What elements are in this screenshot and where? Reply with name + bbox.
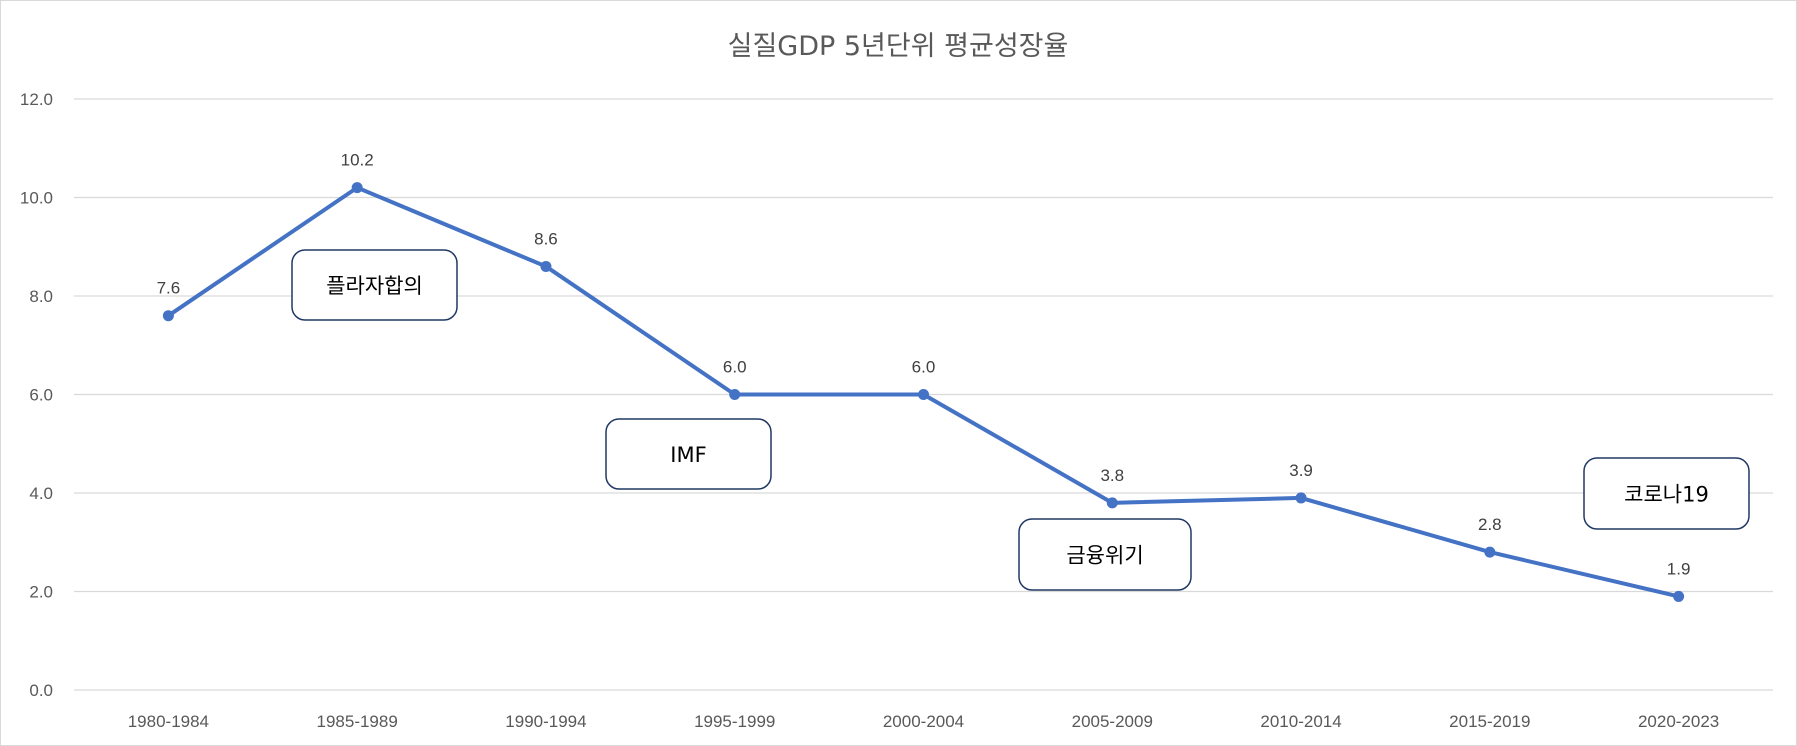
data-labels: 7.6 10.2 8.6 6.0 6.0 3.8 3.9 2.8 1.9 xyxy=(157,151,1691,579)
y-tick-label: 8.0 xyxy=(29,287,53,306)
x-tick-label: 1990-1994 xyxy=(505,712,586,731)
data-point xyxy=(1295,492,1307,504)
data-point xyxy=(1484,546,1496,558)
chart-title: 실질GDP 5년단위 평균성장율 xyxy=(728,31,1069,62)
annotation-box xyxy=(1018,518,1192,591)
annotation-label: 코로나19 xyxy=(1624,483,1709,507)
annotations: 플라자합의 IMF 금융위기 코로나19 xyxy=(291,249,1750,591)
data-label: 2.8 xyxy=(1478,515,1502,534)
y-axis-ticks: 0.0 2.0 4.0 6.0 8.0 10.0 12.0 xyxy=(20,90,53,700)
x-tick-label: 2020-2023 xyxy=(1638,712,1719,731)
data-point xyxy=(351,182,363,194)
data-point xyxy=(1673,590,1685,602)
annotation-callout: 플라자합의 xyxy=(291,249,458,321)
x-tick-label: 2015-2019 xyxy=(1449,712,1530,731)
x-tick-label: 2000-2004 xyxy=(883,712,964,731)
x-tick-label: 1995-1999 xyxy=(694,712,775,731)
data-label: 6.0 xyxy=(912,358,936,377)
data-label: 3.9 xyxy=(1289,461,1313,480)
data-point xyxy=(540,260,552,272)
x-tick-label: 1985-1989 xyxy=(317,712,398,731)
y-tick-label: 4.0 xyxy=(29,484,53,503)
data-label: 7.6 xyxy=(157,279,181,298)
data-label: 8.6 xyxy=(534,229,558,248)
y-tick-label: 6.0 xyxy=(29,386,53,405)
data-point xyxy=(1106,497,1118,509)
annotation-label: 플라자합의 xyxy=(326,274,423,298)
y-tick-label: 12.0 xyxy=(20,90,53,109)
annotation-label: IMF xyxy=(670,443,706,467)
data-point xyxy=(162,310,174,322)
annotation-callout: 금융위기 xyxy=(1018,518,1192,591)
y-tick-label: 10.0 xyxy=(20,189,53,208)
data-label: 6.0 xyxy=(723,358,747,377)
markers xyxy=(162,182,1685,602)
y-tick-label: 0.0 xyxy=(29,681,53,700)
data-label: 1.9 xyxy=(1667,559,1691,578)
annotation-box xyxy=(1583,457,1750,530)
annotation-callout: 코로나19 xyxy=(1583,457,1750,530)
annotation-label: 금융위기 xyxy=(1066,544,1143,568)
data-point xyxy=(729,389,741,400)
x-axis-ticks: 1980-1984 1985-1989 1990-1994 1995-1999 2000… xyxy=(128,712,1720,731)
x-tick-label: 2010-2014 xyxy=(1260,712,1341,731)
x-tick-label: 2005-2009 xyxy=(1072,712,1153,731)
x-tick-label: 1980-1984 xyxy=(128,712,209,731)
data-label: 10.2 xyxy=(341,151,374,170)
annotation-box xyxy=(605,418,772,490)
y-tick-label: 2.0 xyxy=(29,583,53,602)
data-point xyxy=(918,389,929,400)
annotation-callout: IMF xyxy=(605,418,772,490)
annotation-box xyxy=(291,249,458,321)
data-label: 3.8 xyxy=(1100,466,1124,485)
